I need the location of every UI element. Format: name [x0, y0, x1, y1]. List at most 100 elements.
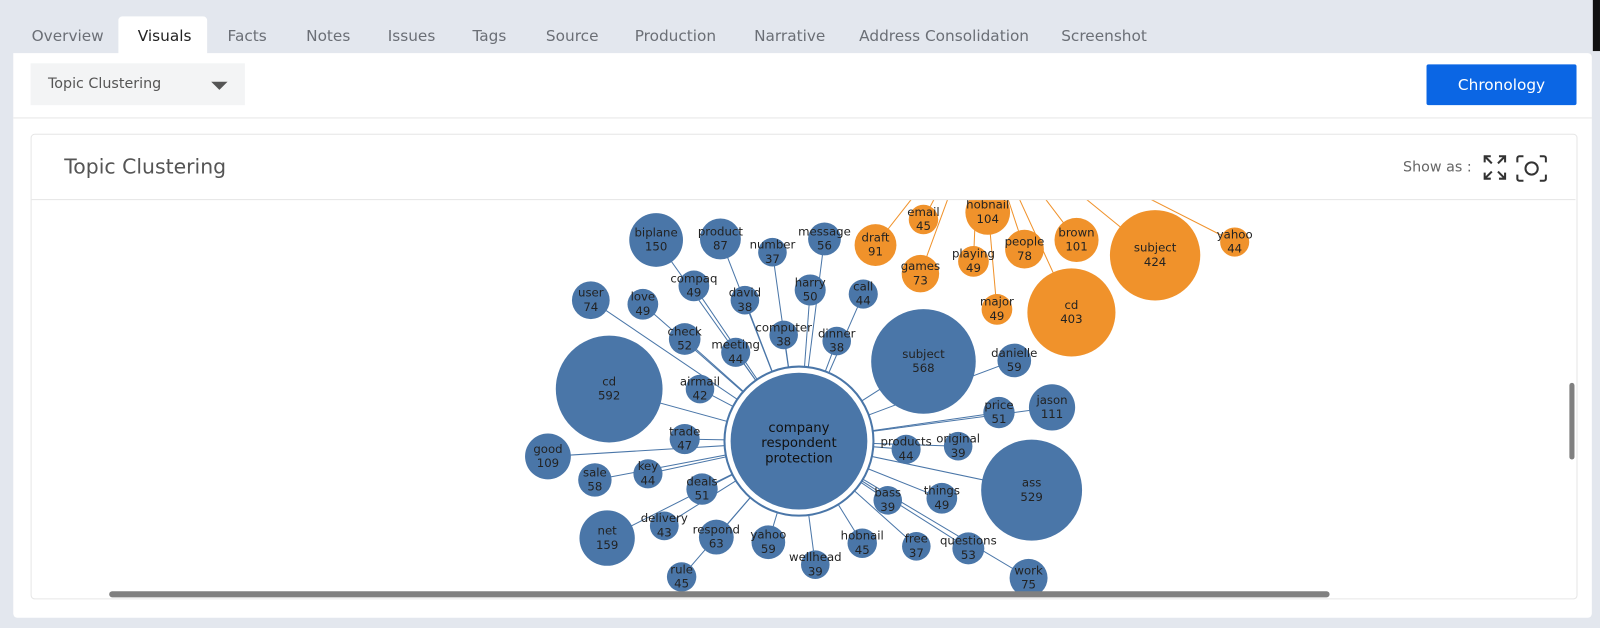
node-count: 568: [912, 361, 934, 375]
node-count: 44: [640, 473, 655, 487]
topic-node: [686, 473, 718, 505]
topic-node: [629, 213, 683, 267]
node-label: danielle: [991, 346, 1037, 360]
dropdown[interactable]: Topic Clustering: [30, 63, 245, 106]
node-label: user: [578, 286, 604, 300]
node-label: meeting: [711, 338, 760, 352]
tab[interactable]: Screenshot: [1061, 26, 1147, 45]
node-count: 44: [728, 352, 743, 366]
topic-node: [666, 562, 697, 592]
node-count: 49: [635, 304, 650, 318]
topic-node: [926, 482, 958, 514]
topic-node: [808, 222, 841, 256]
topic-node: [908, 204, 939, 235]
topic-node: [822, 326, 852, 356]
edge: [1151, 200, 1235, 243]
node-label: free: [905, 532, 928, 546]
node-count: 45: [916, 219, 931, 233]
tab[interactable]: Source: [545, 26, 599, 45]
node-count: 38: [829, 341, 844, 355]
tab[interactable]: Facts: [227, 26, 267, 45]
node-count: 59: [761, 542, 776, 556]
tab[interactable]: Tags: [472, 26, 507, 45]
node-count: 39: [808, 564, 823, 578]
screenshot-icon[interactable]: [1516, 155, 1547, 182]
node-count: 44: [856, 294, 871, 308]
node-label: ass: [1022, 475, 1041, 489]
node-label: cd: [1064, 298, 1078, 312]
node-label: love: [631, 290, 656, 304]
dropdown-caret: [211, 81, 228, 90]
center-node: [730, 372, 868, 510]
horizontal-scrollbar[interactable]: [109, 591, 1330, 598]
tab[interactable]: Notes: [306, 26, 351, 45]
topic-node: [981, 294, 1013, 325]
node-count: 403: [1060, 312, 1082, 326]
node-count: 39: [880, 500, 895, 514]
topic-node: [525, 433, 571, 480]
expand-icon[interactable]: [1483, 155, 1507, 180]
node-count: 39: [951, 446, 966, 460]
tab[interactable]: Visuals: [137, 26, 192, 45]
node-label: harry: [795, 275, 826, 289]
topic-node: [578, 463, 612, 497]
node-label: product: [698, 224, 743, 238]
node-count: 75: [1021, 578, 1036, 592]
node-count: 78: [1017, 249, 1032, 263]
node-label: good: [533, 442, 562, 456]
node-label: cd: [602, 374, 616, 388]
topic-node: [952, 532, 985, 565]
main-panel: [13, 53, 1592, 618]
card: [30, 133, 1578, 600]
edge: [1007, 200, 1025, 250]
center-label: company respondent protection: [761, 420, 837, 467]
node-label: things: [924, 484, 960, 498]
node-count: 44: [899, 449, 914, 463]
topic-node: [801, 550, 830, 579]
tab[interactable]: Production: [634, 26, 717, 45]
node-count: 51: [992, 412, 1007, 426]
node-label: hobnail: [966, 198, 1009, 212]
tab[interactable]: Overview: [31, 26, 104, 45]
topic-node: [873, 486, 903, 515]
vertical-scrollbar[interactable]: [1569, 382, 1575, 460]
tab[interactable]: Issues: [387, 26, 436, 45]
node-label: compaq: [670, 271, 717, 285]
node-label: jason: [1035, 393, 1067, 407]
node-label: net: [598, 523, 618, 537]
topic-node: [699, 218, 741, 260]
edge: [1045, 200, 1077, 241]
topic-node: [571, 281, 610, 320]
scrollbar: [1592, 0, 1600, 52]
show-as-label: Show as :: [1403, 159, 1472, 176]
topic-node: [1054, 217, 1099, 263]
edge: [923, 200, 935, 220]
tab[interactable]: Narrative: [754, 26, 826, 45]
topic-node: [1005, 229, 1044, 269]
topic-node: [1109, 210, 1201, 301]
node-count: 53: [961, 548, 976, 562]
node-label: work: [1014, 563, 1043, 577]
topic-node: [965, 200, 1011, 235]
node-label: dinner: [818, 326, 856, 340]
topic-node: [901, 254, 940, 293]
node-label: key: [638, 459, 659, 473]
node-label: sale: [583, 465, 607, 479]
topic-node: [627, 288, 659, 320]
node-count: 56: [817, 239, 832, 253]
topic-node: [794, 274, 826, 306]
center-label-box: company respondent protection: [761, 420, 837, 467]
node-count: 592: [598, 389, 620, 403]
node-label: people: [1005, 234, 1045, 248]
node-count: 37: [909, 546, 924, 560]
tab[interactable]: Address Consolidation: [859, 26, 1030, 45]
node-label: brown: [1058, 225, 1094, 239]
active-tab: [118, 16, 208, 58]
node-count: 73: [913, 273, 928, 287]
node-label: rule: [670, 562, 693, 576]
node-count: 52: [677, 339, 692, 353]
chronology-button[interactable]: Chronology: [1426, 64, 1577, 106]
node-count: 104: [977, 212, 999, 226]
